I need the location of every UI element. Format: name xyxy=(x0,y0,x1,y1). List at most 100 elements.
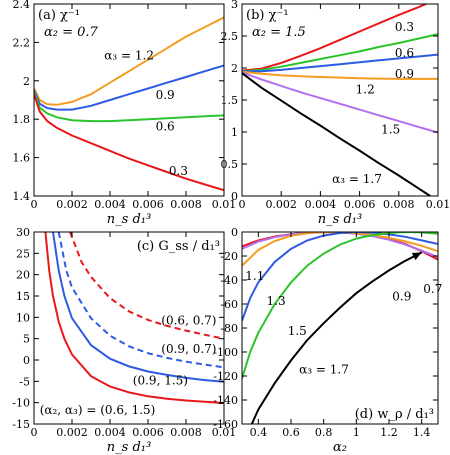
series-label-c-2: (0.9, 1.5) xyxy=(133,373,188,387)
panel-b: 0 0.002 0.004 0.006 0.008 0.01 0 0.5 1 1.5 2 2.5 3 (b… xyxy=(221,0,450,227)
series-line-c-2 xyxy=(52,232,224,383)
series-label-a-1: 0.9 xyxy=(156,88,175,102)
series-label-a-0: α₃ = 1.2 xyxy=(104,49,154,63)
axes-frame-a xyxy=(33,3,225,197)
y-tick-label-d-1: -140 xyxy=(213,394,238,407)
y-tick-label-c-9: 30 xyxy=(16,226,30,239)
x-tick-label-b-0: 0 xyxy=(239,198,246,211)
y-tick-label-a-0: 1.4 xyxy=(13,190,31,203)
series-label-d-1: 1.3 xyxy=(267,294,286,308)
series-label-d-5: α₃ = 1.7 xyxy=(299,363,349,377)
x-tick-label-c-2: 0.004 xyxy=(94,426,126,439)
series-line-c-0 xyxy=(69,232,224,340)
y-tick-label-d-5: -60 xyxy=(220,298,238,311)
y-tick-label-d-7: -20 xyxy=(220,250,238,263)
series-line-b-0 xyxy=(242,4,429,72)
y-tick-label-a-2: 1.8 xyxy=(13,113,31,126)
panel-d: 0.4 0.6 0.8 1 1.2 1.4 -160 -140 -120 -100 -80 -60 -4… xyxy=(213,226,442,455)
x-axis-label-c: n_s d₁³ xyxy=(107,440,151,455)
x-tick-label-b-1: 0.002 xyxy=(265,198,297,211)
x-tick-label-d-1: 0.6 xyxy=(282,426,300,439)
series-line-b-4 xyxy=(242,71,438,134)
series-line-c-1 xyxy=(57,232,224,369)
x-tick-label-c-1: 0.002 xyxy=(56,426,88,439)
x-tick-label-c-4: 0.008 xyxy=(170,426,202,439)
panel-a: 0 0.002 0.004 0.006 0.008 0.01 1.4 1.6 1.8 2 2.2 2.… xyxy=(13,0,237,227)
panel-c: 0 0.002 0.004 0.006 0.008 0.01 -15 -10 -5 0 5 10 15 2… xyxy=(12,226,236,455)
x-tick-label-d-5: 1.4 xyxy=(413,426,431,439)
x-tick-label-a-1: 0.002 xyxy=(56,198,88,211)
y-tick-label-b-3: 1.5 xyxy=(221,94,239,107)
series-line-b-5 xyxy=(242,72,431,196)
x-tick-label-a-4: 0.008 xyxy=(170,198,202,211)
series-line-c-3 xyxy=(44,232,224,405)
x-tick-label-d-4: 1.2 xyxy=(380,426,398,439)
y-tick-label-d-2: -120 xyxy=(213,370,238,383)
arrow-head-icon xyxy=(411,252,422,261)
series-label-a-2: 0.6 xyxy=(156,120,175,134)
y-tick-label-c-0: -15 xyxy=(12,418,30,431)
x-tick-label-c-3: 0.006 xyxy=(132,426,164,439)
series-label-c-1: (0.9, 0.7) xyxy=(161,342,216,356)
series-line-d-5 xyxy=(250,251,423,424)
series-line-b-2 xyxy=(242,53,438,73)
series-line-b-3 xyxy=(242,70,438,80)
y-tick-label-d-8: 0 xyxy=(231,226,238,239)
y-tick-label-b-0: 0 xyxy=(231,190,238,203)
y-tick-label-d-0: -160 xyxy=(213,418,238,431)
series-line-b-1 xyxy=(242,33,438,73)
y-tick-label-d-4: -80 xyxy=(220,322,238,335)
y-tick-label-c-3: 0 xyxy=(23,354,30,367)
x-tick-label-b-4: 0.008 xyxy=(383,198,415,211)
y-tick-label-c-1: -10 xyxy=(12,397,30,410)
series-label-b-3: 1.2 xyxy=(356,83,375,97)
axes-frame-c xyxy=(33,231,225,425)
x-tick-label-a-2: 0.004 xyxy=(94,198,126,211)
x-tick-label-d-3: 1 xyxy=(353,426,360,439)
series-label-d-2: 1.5 xyxy=(288,324,307,338)
y-tick-label-b-6: 3 xyxy=(231,0,238,11)
series-label-c-0: (0.6, 0.7) xyxy=(161,314,216,328)
x-axis-label-d: α₂ xyxy=(333,440,347,455)
panel-title-a: (a) χ⁻¹ xyxy=(38,8,80,23)
y-tick-label-b-5: 2.5 xyxy=(221,30,239,43)
x-tick-label-c-0: 0 xyxy=(31,426,38,439)
series-label-b-5: α₃ = 1.7 xyxy=(332,172,382,186)
y-tick-label-c-4: 5 xyxy=(23,333,30,346)
axes-frame-d xyxy=(241,231,439,425)
x-tick-label-a-0: 0 xyxy=(31,198,38,211)
x-axis-label-a: n_s d₁³ xyxy=(107,212,151,227)
series-label-c-3: (α₂, α₃) = (0.6, 1.5) xyxy=(40,403,156,417)
y-tick-label-d-6: -40 xyxy=(220,274,238,287)
y-tick-label-a-5: 2.4 xyxy=(13,0,31,11)
x-axis-label-b: n_s d₁³ xyxy=(318,212,362,227)
param-label-b: α₂ = 1.5 xyxy=(252,25,306,40)
x-tick-label-c-5: 0.01 xyxy=(212,426,237,439)
x-tick-label-b-3: 0.006 xyxy=(344,198,376,211)
x-tick-label-b-2: 0.004 xyxy=(305,198,337,211)
series-label-d-0: 1.1 xyxy=(245,269,264,283)
panel-title-b: (b) χ⁻¹ xyxy=(246,8,289,23)
panel-title-c: (c) G_ss / d₁³ xyxy=(137,239,220,254)
x-tick-label-a-5: 0.01 xyxy=(212,198,237,211)
series-label-b-0: 0.3 xyxy=(395,20,414,34)
series-label-b-4: 1.5 xyxy=(381,122,400,136)
param-label-a: α₂ = 0.7 xyxy=(44,25,99,40)
y-tick-label-c-7: 20 xyxy=(16,269,30,282)
series-line-a-3 xyxy=(34,93,224,192)
x-tick-label-b-5: 0.01 xyxy=(426,198,450,211)
series-line-a-1 xyxy=(34,64,224,111)
y-tick-label-c-5: 10 xyxy=(16,311,30,324)
y-tick-label-c-6: 15 xyxy=(16,290,30,303)
y-tick-label-b-1: 0.5 xyxy=(221,158,239,171)
series-line-d-3 xyxy=(242,232,438,322)
y-tick-label-c-8: 25 xyxy=(16,247,30,260)
x-tick-label-d-2: 0.8 xyxy=(315,426,333,439)
y-tick-label-d-3: -100 xyxy=(213,346,238,359)
y-tick-label-c-2: -5 xyxy=(19,375,30,388)
series-label-a-3: 0.3 xyxy=(169,164,188,178)
x-tick-label-a-3: 0.006 xyxy=(132,198,164,211)
series-label-b-1: 0.6 xyxy=(395,46,414,60)
series-label-b-2: 0.9 xyxy=(395,67,414,81)
